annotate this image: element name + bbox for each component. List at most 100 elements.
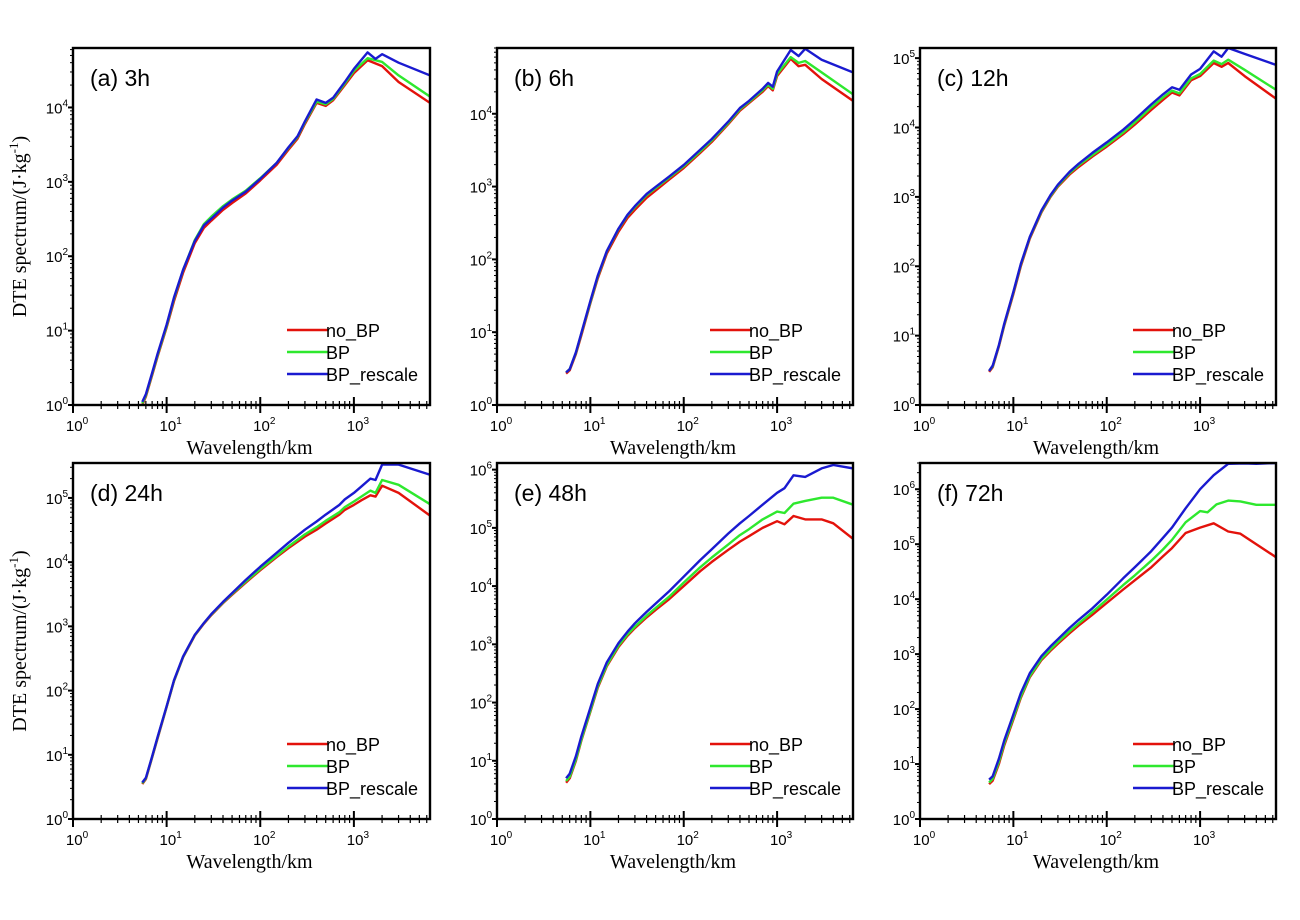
x-tick-label: 102 [253,416,276,435]
legend-label: BP [749,343,773,363]
y-tick-label: 103 [470,178,493,197]
x-axis-title: Wavelength/km [610,437,737,459]
series-line-bp [141,57,430,404]
y-tick-label: 104 [470,577,493,596]
y-tick-label: 100 [46,396,69,415]
x-tick-label: 100 [490,416,513,435]
y-tick-label: 100 [893,396,916,415]
y-tick-label: 100 [46,810,69,829]
series-line-bp [565,55,853,374]
x-axis-title: Wavelength/km [610,851,737,873]
plot-frame [495,46,855,407]
series-line-no-bp [565,514,853,784]
legend-label: no_BP [749,321,803,342]
y-tick-label: 104 [46,553,69,572]
y-tick-label: 101 [470,323,493,342]
series-line-bp-rescale [988,463,1276,781]
legend-label: BP_rescale [326,779,418,800]
panel-f: 100 101 102 103 100 101 102 103 104 105 106 (f) 72h… [893,461,1278,873]
y-tick-label: 102 [470,694,493,713]
x-tick-label: 101 [1006,830,1029,849]
y-tick-label: 105 [470,519,493,538]
series-line-bp [988,58,1276,372]
x-tick-label: 100 [913,830,936,849]
y-axis-title: DTE spectrum/(J·kg-1) [6,550,31,731]
x-tick-label: 101 [583,830,606,849]
x-tick-label: 102 [677,830,700,849]
series-line-no-bp [565,57,853,375]
x-tick-label: 102 [1100,830,1123,849]
y-tick-label: 104 [46,98,69,117]
y-tick-label: 101 [46,322,69,341]
legend-label: no_BP [1172,321,1226,342]
x-axis-title: Wavelength/km [1033,851,1160,873]
y-tick-label: 101 [46,746,69,765]
x-tick-label: 103 [1193,830,1216,849]
legend-label: BP_rescale [749,365,841,386]
x-axis-title: Wavelength/km [186,437,313,459]
y-tick-label: 103 [893,188,916,207]
x-tick-label: 103 [347,416,370,435]
x-tick-label: 103 [770,416,793,435]
panel-title: (a) 3h [90,65,150,91]
y-tick-label: 106 [470,461,493,480]
series-line-bp [565,496,853,782]
x-tick-label: 102 [1100,416,1123,435]
series-line-no-bp [988,61,1276,373]
legend-label: BP_rescale [1172,365,1264,386]
panel-e: 100 101 102 103 100 101 102 103 104 105 106 (e) 48h… [470,461,855,873]
plot-frame [918,461,1278,821]
x-tick-label: 103 [1193,416,1216,435]
plot-frame [71,461,432,821]
y-tick-label: 100 [470,396,493,415]
y-tick-label: 105 [893,49,916,68]
x-tick-label: 102 [253,830,276,849]
x-tick-label: 101 [160,830,183,849]
plot-frame [71,46,432,407]
series-line-bp-rescale [141,51,430,403]
y-axis-title: DTE spectrum/(J·kg-1) [6,136,31,317]
series-line-bp [141,478,430,785]
panel-title: (b) 6h [514,65,574,91]
y-tick-label: 104 [893,590,916,609]
series-line-no-bp [988,522,1276,786]
panel-title: (e) 48h [514,480,587,506]
y-tick-label: 103 [470,635,493,654]
x-axis-title: Wavelength/km [186,851,313,873]
y-tick-label: 106 [893,480,916,499]
y-tick-label: 105 [893,535,916,554]
y-tick-label: 102 [46,247,69,266]
legend-label: no_BP [326,321,380,342]
y-tick-label: 104 [893,119,916,138]
y-tick-label: 103 [46,173,69,192]
legend-label: BP_rescale [749,779,841,800]
legend-label: no_BP [1172,735,1226,756]
x-tick-label: 103 [347,830,370,849]
y-tick-label: 104 [470,105,493,124]
legend-label: BP [1172,343,1196,363]
y-tick-label: 103 [893,645,916,664]
series-line-bp-rescale [141,463,430,784]
legend-label: BP [326,757,350,777]
x-tick-label: 100 [66,830,89,849]
y-tick-label: 101 [893,327,916,346]
series-line-bp [988,499,1276,784]
panel-title: (f) 72h [937,480,1003,506]
y-tick-label: 100 [470,810,493,829]
y-tick-label: 103 [46,617,69,636]
legend-label: BP_rescale [326,365,418,386]
x-axis-title: Wavelength/km [1033,437,1160,459]
x-tick-label: 100 [913,416,936,435]
series-line-no-bp [141,484,430,785]
legend-label: BP [1172,757,1196,777]
legend-label: no_BP [326,735,380,756]
plot-frame [918,46,1278,407]
